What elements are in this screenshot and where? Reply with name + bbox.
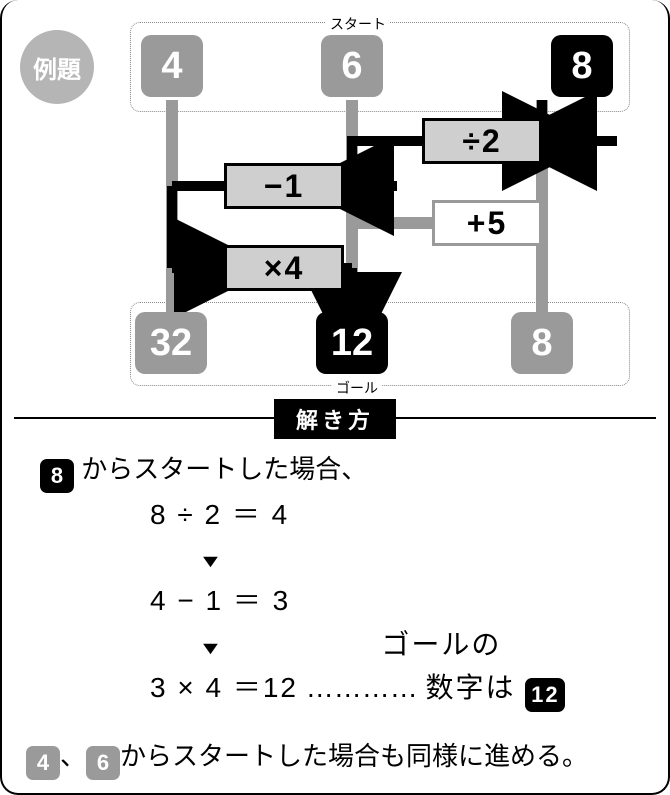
inline-tile-8-val: 8 — [51, 457, 63, 494]
goal-tile-0-val: 32 — [150, 322, 192, 365]
number-is: 数字は — [426, 672, 516, 703]
op-times4-label: ×4 — [264, 250, 304, 287]
op-div2-label: ÷2 — [462, 123, 501, 160]
calc-block: 8 ÷ 2 ＝ 4 ▼ 4 − 1 ＝ 3 ▼ ゴールの 3 × 4 ＝12 …… — [150, 493, 650, 713]
footer-text: からスタートした場合も同様に進める。 — [120, 741, 588, 771]
op-plus5: +5 — [432, 200, 542, 246]
inline-tile-4: 4 — [26, 746, 60, 780]
calc-row-1: 4 − 1 ＝ 3 — [150, 579, 650, 622]
op-plus5-label: +5 — [467, 205, 507, 242]
explain-line1: 8 からスタートした場合、 — [40, 447, 650, 493]
calc-row-2: 3 × 4 ＝12 — [150, 672, 298, 703]
down-icon: ▼ — [198, 635, 226, 663]
goal-no: ゴールの — [381, 629, 501, 660]
op-minus1: −1 — [224, 163, 344, 209]
inline-tile-4-val: 4 — [37, 744, 49, 781]
answer-val: 12 — [531, 678, 559, 712]
goal-tile-1-val: 12 — [331, 322, 373, 365]
inline-tile-6: 6 — [86, 746, 120, 780]
dots: ………… — [298, 672, 426, 703]
start-tile-1-val: 6 — [341, 45, 362, 88]
goal-tile-1: 12 — [316, 312, 388, 374]
explanation: 8 からスタートした場合、 8 ÷ 2 ＝ 4 ▼ 4 − 1 ＝ 3 ▼ ゴー… — [2, 419, 668, 790]
op-minus1-label: −1 — [264, 168, 304, 205]
explain-line1-text: からスタートした場合、 — [81, 454, 367, 484]
start-tile-0: 4 — [141, 35, 203, 97]
diagram: 例題 スタート ゴール — [2, 0, 668, 395]
page: 例題 スタート ゴール — [0, 0, 670, 795]
down-icon: ▼ — [198, 548, 226, 576]
start-tile-1: 6 — [321, 35, 383, 97]
goal-tile-2-val: 8 — [531, 322, 552, 365]
start-tile-0-val: 4 — [161, 45, 182, 88]
inline-tile-6-val: 6 — [97, 744, 109, 781]
answer-tile: 12 — [525, 678, 565, 712]
calc-row-0: 8 ÷ 2 ＝ 4 — [150, 493, 650, 536]
footer-comma: 、 — [60, 741, 86, 771]
op-div2: ÷2 — [422, 118, 542, 164]
start-tile-2: 8 — [551, 35, 613, 97]
start-tile-2-val: 8 — [571, 45, 592, 88]
op-times4: ×4 — [224, 245, 344, 291]
goal-tile-0: 32 — [135, 312, 207, 374]
inline-tile-8: 8 — [40, 459, 74, 493]
footer-line: 4 、 6 からスタートした場合も同様に進める。 — [26, 734, 650, 780]
goal-tile-2: 8 — [511, 312, 573, 374]
calc-row-2-wrap: 3 × 4 ＝12 ………… 数字は 12 — [150, 666, 650, 712]
